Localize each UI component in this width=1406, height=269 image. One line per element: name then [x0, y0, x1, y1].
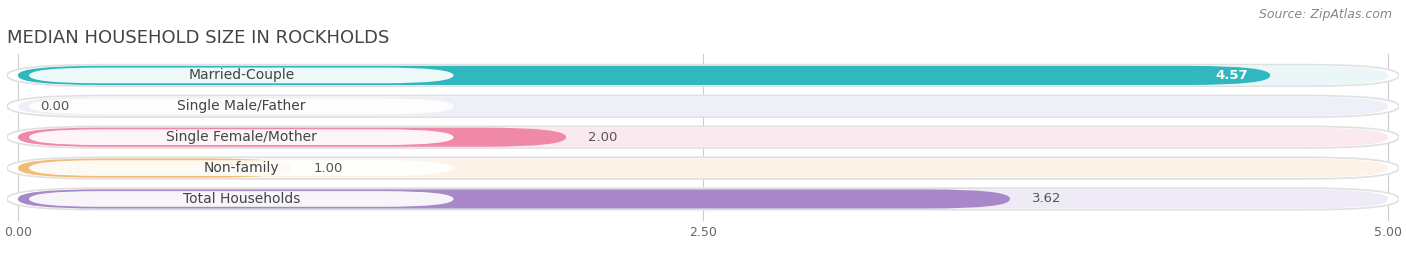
Text: 4.57: 4.57: [1216, 69, 1249, 82]
FancyBboxPatch shape: [30, 129, 454, 145]
Text: 0.00: 0.00: [39, 100, 69, 113]
Text: 1.00: 1.00: [314, 162, 343, 175]
FancyBboxPatch shape: [18, 66, 1270, 85]
Text: Single Female/Mother: Single Female/Mother: [166, 130, 316, 144]
FancyBboxPatch shape: [18, 189, 1010, 208]
FancyBboxPatch shape: [7, 65, 1399, 86]
Text: Source: ZipAtlas.com: Source: ZipAtlas.com: [1258, 8, 1392, 21]
FancyBboxPatch shape: [18, 158, 292, 178]
Text: MEDIAN HOUSEHOLD SIZE IN ROCKHOLDS: MEDIAN HOUSEHOLD SIZE IN ROCKHOLDS: [7, 29, 389, 47]
FancyBboxPatch shape: [7, 157, 1399, 179]
FancyBboxPatch shape: [18, 97, 1388, 116]
Text: 2.00: 2.00: [588, 131, 617, 144]
FancyBboxPatch shape: [7, 126, 1399, 148]
FancyBboxPatch shape: [18, 66, 1388, 85]
FancyBboxPatch shape: [7, 188, 1399, 210]
Text: Non-family: Non-family: [204, 161, 280, 175]
FancyBboxPatch shape: [30, 160, 454, 176]
FancyBboxPatch shape: [30, 68, 454, 83]
Text: 3.62: 3.62: [1032, 192, 1062, 206]
FancyBboxPatch shape: [30, 98, 454, 114]
FancyBboxPatch shape: [18, 128, 1388, 147]
Text: Total Households: Total Households: [183, 192, 299, 206]
FancyBboxPatch shape: [30, 191, 454, 207]
Text: Married-Couple: Married-Couple: [188, 68, 294, 82]
Text: Single Male/Father: Single Male/Father: [177, 99, 305, 113]
FancyBboxPatch shape: [7, 95, 1399, 117]
FancyBboxPatch shape: [18, 128, 567, 147]
FancyBboxPatch shape: [18, 158, 1388, 178]
FancyBboxPatch shape: [18, 189, 1388, 208]
